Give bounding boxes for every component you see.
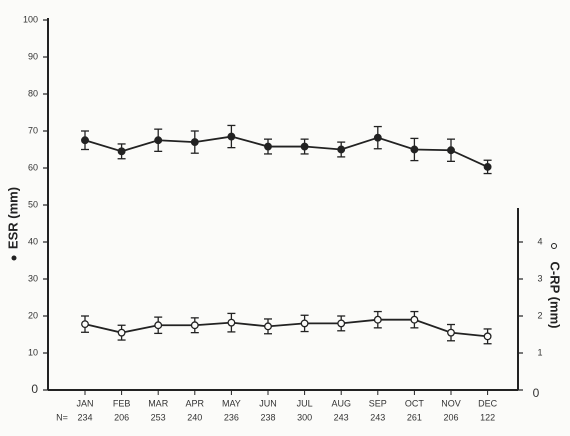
point: [81, 320, 89, 329]
y-tick-label: 100: [23, 14, 38, 24]
y2-axis-label: C-RP (mm): [548, 262, 563, 329]
y-tick-label: 80: [28, 88, 38, 98]
y2-tick-label: 3: [537, 273, 542, 283]
x-tick-label: SEP: [369, 398, 387, 408]
n-value: 253: [151, 412, 166, 422]
point: [264, 322, 272, 331]
n-value: 206: [443, 412, 458, 422]
y-tick-label: 20: [28, 310, 38, 320]
point: [337, 145, 346, 154]
y-axis-label: ESR (mm): [5, 187, 20, 249]
x-tick-label: MAR: [148, 398, 169, 408]
y-tick-label: 90: [28, 51, 38, 61]
point: [483, 162, 492, 171]
point: [373, 315, 382, 324]
y2-tick-label: 1: [537, 347, 542, 357]
x-tick-label: DEC: [478, 398, 498, 408]
n-value: 300: [297, 412, 312, 422]
point: [190, 321, 199, 330]
point: [410, 315, 419, 324]
n-label: N=: [56, 412, 68, 422]
y2-tick-label: 0: [533, 386, 540, 400]
legend-marker: [551, 243, 557, 249]
x-tick-label: JUL: [297, 398, 313, 408]
point: [483, 332, 492, 341]
point: [300, 142, 309, 151]
legend-marker: [11, 255, 17, 261]
n-value: 206: [114, 412, 129, 422]
point: [154, 321, 163, 330]
point: [447, 328, 455, 337]
series-line: [84, 318, 488, 338]
x-tick-label: OCT: [405, 398, 425, 408]
y-tick-label: 10: [28, 347, 38, 357]
x-tick-label: APR: [186, 398, 205, 408]
y-tick-label: 70: [28, 125, 38, 135]
point: [81, 136, 89, 145]
y2-tick-label: 4: [537, 236, 542, 246]
point: [154, 136, 163, 145]
point: [373, 133, 382, 142]
n-value: 243: [334, 412, 349, 422]
point: [300, 319, 309, 328]
y2-tick-label: 2: [537, 310, 542, 320]
y-tick-label: 60: [28, 162, 38, 172]
x-tick-label: JUN: [259, 398, 277, 408]
n-value: 243: [370, 412, 385, 422]
point: [190, 138, 199, 147]
n-value: 234: [77, 412, 92, 422]
y-tick-label: 50: [28, 199, 38, 209]
n-value: 122: [480, 412, 495, 422]
n-value: 240: [187, 412, 202, 422]
x-tick-label: JAN: [76, 398, 93, 408]
point: [227, 132, 236, 141]
point: [227, 318, 236, 327]
point: [447, 146, 455, 155]
y-tick-label: 0: [31, 382, 38, 396]
point: [410, 145, 419, 154]
x-tick-label: MAY: [222, 398, 241, 408]
n-value: 261: [407, 412, 422, 422]
point: [337, 319, 346, 328]
n-value: 238: [260, 412, 275, 422]
x-tick-label: FEB: [113, 398, 131, 408]
point: [117, 328, 126, 337]
x-tick-label: NOV: [441, 398, 461, 408]
x-tick-label: AUG: [331, 398, 351, 408]
point: [264, 142, 272, 151]
y-tick-label: 30: [28, 273, 38, 283]
n-value: 236: [224, 412, 239, 422]
point: [117, 147, 126, 156]
series-line: [84, 135, 488, 168]
y-tick-label: 40: [28, 236, 38, 246]
